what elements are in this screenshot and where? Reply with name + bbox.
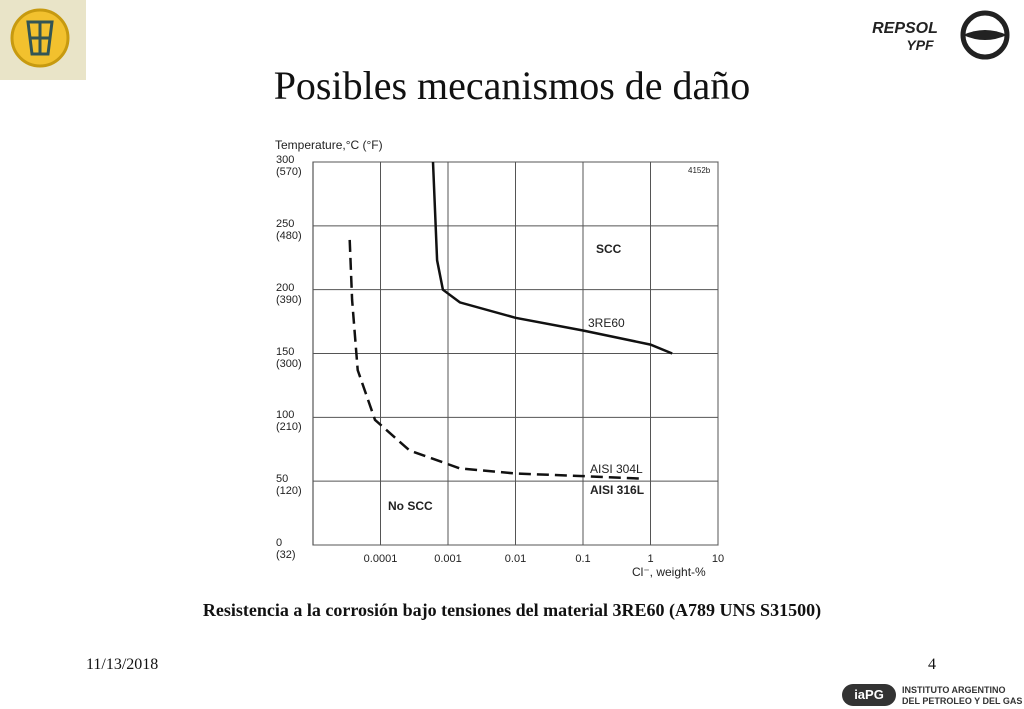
y-tick-label: 150 (300) bbox=[276, 345, 302, 370]
series-line bbox=[348, 239, 641, 480]
ypf-text: YPF bbox=[906, 37, 934, 53]
series-label: 3RE60 bbox=[588, 316, 625, 330]
slide-title: Posibles mecanismos de daño bbox=[273, 63, 751, 108]
iapg-text: iaPG bbox=[854, 687, 884, 702]
repsol-text: REPSOL bbox=[872, 20, 938, 37]
x-tick-label: 0.001 bbox=[434, 553, 462, 565]
y-tick-label: 200 (390) bbox=[276, 281, 302, 306]
x-tick-label: 0.1 bbox=[575, 553, 590, 565]
series-label: AISI 304L bbox=[590, 462, 643, 476]
logo-derrick bbox=[26, 20, 54, 56]
iapg-badge bbox=[842, 684, 896, 706]
annotation: SCC bbox=[596, 242, 622, 256]
x-tick-label: 0.0001 bbox=[364, 553, 398, 565]
y-tick-label: 50 (120) bbox=[276, 473, 302, 498]
date: 11/13/2018 bbox=[86, 656, 159, 673]
x-tick-label: 1 bbox=[647, 553, 653, 565]
y-tick-label: 300 (570) bbox=[276, 154, 302, 178]
caption: Resistencia a la corrosión bajo tensione… bbox=[202, 600, 822, 620]
iapg-line1: INSTITUTO ARGENTINO bbox=[902, 685, 1006, 695]
page-number: 4 bbox=[928, 656, 936, 673]
x-tick-label: 0.01 bbox=[505, 553, 526, 565]
annotation: 4152b bbox=[688, 166, 711, 175]
repsol-wave bbox=[963, 30, 1007, 40]
y-tick-label: 0 (32) bbox=[276, 537, 296, 561]
annotation: No SCC bbox=[388, 499, 433, 513]
y-tick-label: 100 (210) bbox=[276, 409, 302, 434]
iapg-line2: DEL PETROLEO Y DEL GAS bbox=[902, 696, 1022, 706]
y-tick-label: 250 (480) bbox=[276, 217, 302, 242]
series-line bbox=[431, 161, 673, 355]
y-axis-label: Temperature,°C (°F) bbox=[275, 138, 383, 152]
x-tick-label: 10 bbox=[712, 553, 724, 565]
annotation: AISI 316L bbox=[590, 483, 644, 497]
x-axis-label: Cl⁻, weight-% bbox=[632, 565, 706, 579]
